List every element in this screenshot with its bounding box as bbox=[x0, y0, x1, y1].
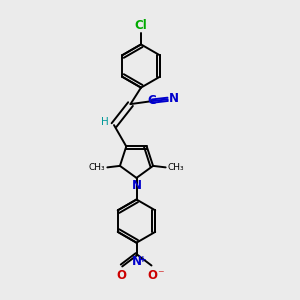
Text: N: N bbox=[169, 92, 179, 105]
Text: O: O bbox=[147, 269, 157, 282]
Text: C: C bbox=[147, 94, 156, 107]
Text: N: N bbox=[132, 179, 142, 192]
Text: Cl: Cl bbox=[135, 19, 147, 32]
Text: +: + bbox=[139, 255, 146, 264]
Text: O: O bbox=[116, 269, 126, 282]
Text: ⁻: ⁻ bbox=[157, 268, 164, 281]
Text: CH₃: CH₃ bbox=[89, 164, 106, 172]
Text: H: H bbox=[101, 117, 109, 127]
Text: CH₃: CH₃ bbox=[167, 164, 184, 172]
Text: N: N bbox=[132, 255, 142, 268]
